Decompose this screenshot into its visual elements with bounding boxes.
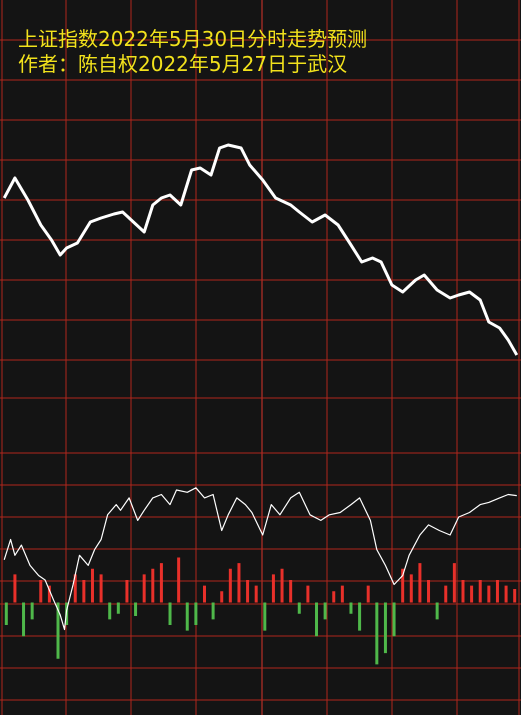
bar: [39, 580, 43, 603]
bar: [151, 568, 155, 603]
bar: [435, 602, 439, 620]
line: [2, 143, 519, 356]
bar: [177, 557, 181, 603]
bar: [90, 568, 94, 603]
bar: [478, 580, 482, 603]
bar: [271, 574, 275, 603]
bar: [470, 585, 474, 603]
bar: [427, 580, 431, 603]
chart-title: 上证指数2022年5月30日分时走势预测: [18, 27, 367, 51]
bar: [220, 591, 224, 603]
bar: [297, 602, 301, 614]
bar: [340, 585, 344, 603]
bar: [73, 574, 77, 603]
bar: [444, 585, 448, 603]
bar: [246, 580, 250, 603]
bar: [375, 602, 379, 665]
bar: [487, 585, 491, 603]
bar: [392, 602, 396, 637]
bar: [409, 574, 413, 603]
bar: [125, 580, 129, 603]
bar: [13, 574, 17, 603]
bar: [228, 568, 232, 603]
bar: [289, 580, 293, 603]
bar: [306, 585, 310, 603]
bar: [116, 602, 120, 614]
bar: [263, 602, 267, 631]
chart-subtitle: 作者：陈自权2022年5月27日于武汉: [18, 52, 347, 76]
bar: [513, 589, 517, 603]
bar: [280, 568, 284, 603]
bar: [22, 602, 26, 637]
bar: [30, 602, 34, 620]
bar: [194, 602, 198, 625]
bar: [56, 602, 60, 659]
bar: [47, 585, 51, 603]
bar: [159, 563, 163, 603]
bar: [82, 580, 86, 603]
bar: [202, 585, 206, 603]
bar: [401, 568, 405, 603]
bar: [315, 602, 319, 637]
bar: [349, 602, 353, 614]
bar: [237, 563, 241, 603]
bar: [418, 563, 422, 603]
bar: [332, 591, 336, 603]
bar: [99, 574, 103, 603]
bar: [254, 585, 258, 603]
marks: [2, 143, 519, 665]
bar: [4, 602, 8, 625]
bar: [461, 580, 465, 603]
bar: [168, 602, 172, 625]
bar: [211, 602, 215, 620]
bar: [185, 602, 189, 631]
bar: [358, 602, 362, 631]
bar: [504, 585, 508, 603]
bar: [383, 602, 387, 654]
bar: [452, 563, 456, 603]
bar: [142, 574, 146, 603]
bar: [108, 602, 112, 620]
bar: [495, 580, 499, 603]
line: [3, 487, 517, 631]
bar: [134, 602, 138, 616]
bar: [366, 585, 370, 603]
bar: [323, 602, 327, 620]
